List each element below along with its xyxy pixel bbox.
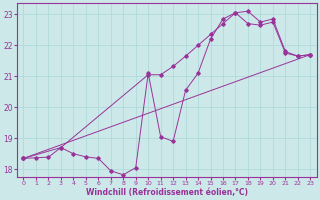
X-axis label: Windchill (Refroidissement éolien,°C): Windchill (Refroidissement éolien,°C) bbox=[86, 188, 248, 197]
